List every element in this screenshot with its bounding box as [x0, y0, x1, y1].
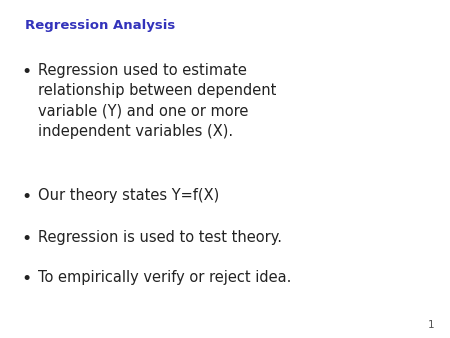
Text: •: •	[22, 270, 32, 288]
Text: •: •	[22, 188, 32, 206]
Text: •: •	[22, 230, 32, 248]
Text: To empirically verify or reject idea.: To empirically verify or reject idea.	[38, 270, 292, 285]
Text: •: •	[22, 63, 32, 80]
Text: Regression used to estimate
relationship between dependent
variable (Y) and one : Regression used to estimate relationship…	[38, 63, 277, 139]
Text: Regression is used to test theory.: Regression is used to test theory.	[38, 230, 282, 245]
Text: Regression Analysis: Regression Analysis	[25, 19, 175, 31]
Text: 1: 1	[428, 319, 434, 330]
Text: Our theory states Y=f(X): Our theory states Y=f(X)	[38, 188, 220, 202]
